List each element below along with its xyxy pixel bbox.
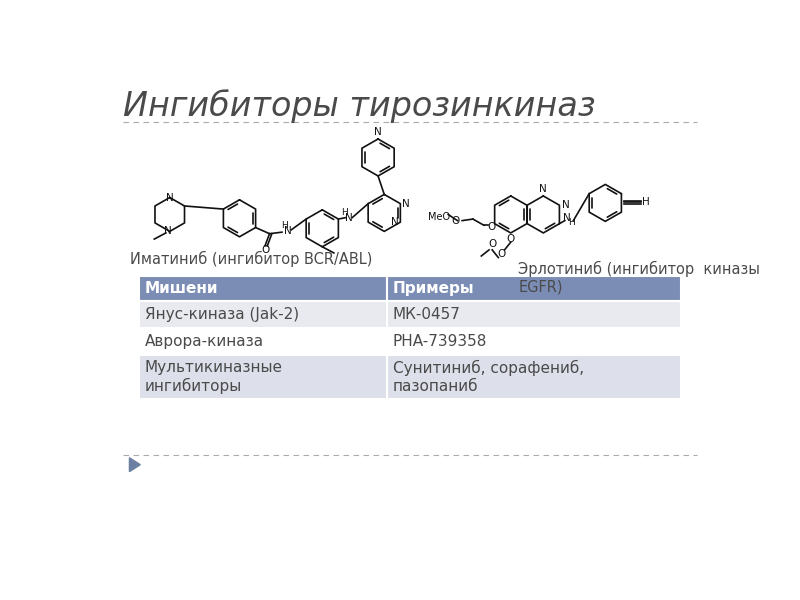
Text: N: N	[346, 212, 353, 223]
Text: N: N	[166, 193, 174, 203]
Text: Иматиниб (ингибитор BCR/ABL): Иматиниб (ингибитор BCR/ABL)	[130, 251, 372, 267]
Text: O: O	[488, 239, 496, 250]
Text: O: O	[487, 222, 496, 232]
Text: O: O	[498, 250, 506, 259]
Text: H: H	[281, 221, 288, 230]
FancyBboxPatch shape	[386, 328, 682, 355]
Text: MeO: MeO	[428, 212, 450, 222]
Text: Аврора-киназа: Аврора-киназа	[145, 334, 264, 349]
Text: O: O	[262, 245, 270, 255]
Text: МК-0457: МК-0457	[393, 307, 461, 322]
FancyBboxPatch shape	[386, 355, 682, 399]
FancyBboxPatch shape	[138, 355, 386, 399]
Text: Ингибиторы тирозинкиназ: Ингибиторы тирозинкиназ	[123, 89, 596, 123]
Text: Мультикиназные
ингибиторы: Мультикиназные ингибиторы	[145, 360, 283, 394]
Text: Сунитиниб, сорафениб,
пазопаниб: Сунитиниб, сорафениб, пазопаниб	[393, 360, 584, 394]
Text: O: O	[451, 217, 460, 226]
FancyBboxPatch shape	[386, 276, 682, 301]
FancyBboxPatch shape	[138, 276, 386, 301]
Text: N: N	[374, 127, 382, 137]
Text: PHA-739358: PHA-739358	[393, 334, 487, 349]
Text: N: N	[539, 184, 547, 194]
Text: H: H	[569, 218, 575, 227]
Text: Мишени: Мишени	[145, 281, 218, 296]
Polygon shape	[130, 458, 140, 472]
Text: H: H	[642, 197, 650, 207]
Text: N: N	[562, 200, 570, 210]
Text: N: N	[402, 199, 410, 209]
Text: N: N	[164, 226, 172, 236]
Text: Янус-киназа (Jak-2): Янус-киназа (Jak-2)	[145, 307, 299, 322]
Text: N: N	[391, 217, 399, 227]
Text: N: N	[563, 212, 571, 223]
FancyBboxPatch shape	[138, 328, 386, 355]
Text: O: O	[506, 234, 515, 244]
Text: Примеры: Примеры	[393, 281, 474, 296]
Text: Эрлотиниб (ингибитор  киназы
EGFR): Эрлотиниб (ингибитор киназы EGFR)	[518, 260, 760, 294]
Text: N: N	[283, 226, 291, 236]
FancyBboxPatch shape	[138, 301, 386, 328]
Text: H: H	[341, 208, 348, 217]
FancyBboxPatch shape	[386, 301, 682, 328]
